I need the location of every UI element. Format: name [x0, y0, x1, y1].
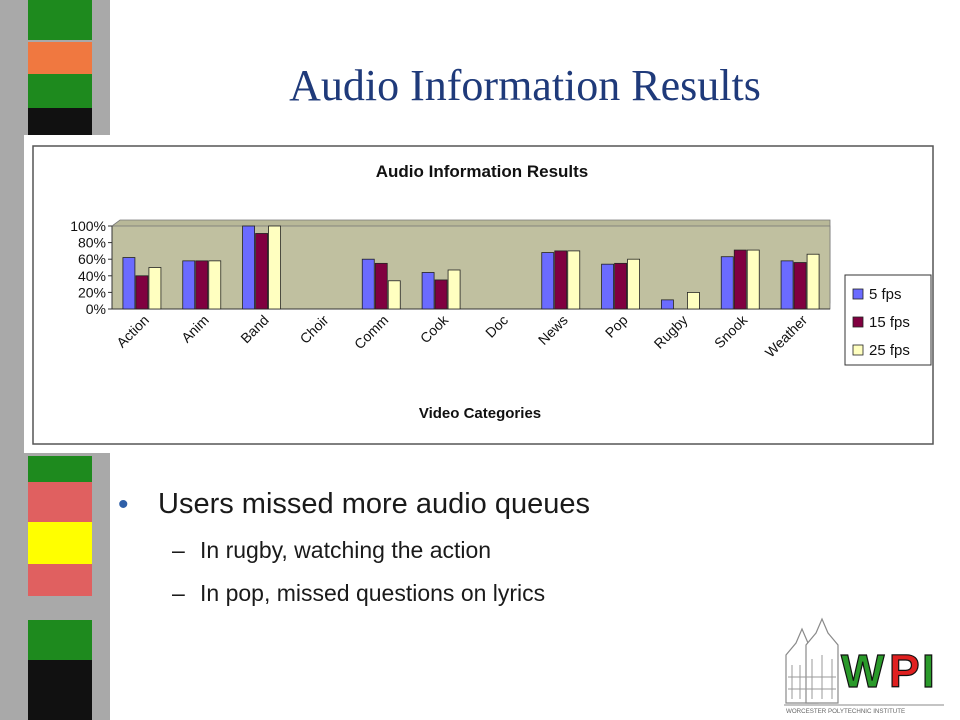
bar: [148, 267, 162, 310]
bar: [387, 280, 401, 310]
bar: [255, 233, 268, 310]
legend-label: 15 fps: [869, 314, 910, 331]
bar: [554, 250, 568, 310]
wpi-logo-graphic: W P I WORCESTER POLYTECHNIC INSTITUTE: [784, 617, 944, 715]
bar: [614, 262, 627, 310]
stripe-block: [28, 456, 92, 482]
bullet-text: Users missed more audio queues: [158, 488, 590, 520]
legend-label: 25 fps: [869, 342, 910, 359]
bar: [601, 263, 614, 310]
sub-bullet-text: In rugby, watching the action: [200, 537, 492, 563]
bar: [627, 258, 640, 310]
sub-bullet-text: In pop, missed questions on lyrics: [200, 580, 546, 606]
chart: Audio Information Results 0% 20% 40% 60% 80%…: [24, 135, 944, 453]
sub-bullet-glyph: –: [172, 580, 185, 606]
bar: [268, 225, 281, 310]
bar: [567, 250, 581, 310]
y-tick-label: 60%: [78, 251, 106, 267]
sub-bullet-item: – In rugby, watching the action: [118, 537, 590, 564]
bar: [793, 262, 807, 310]
stripe-block: [28, 74, 92, 108]
slide-title: Audio Information Results: [289, 61, 761, 110]
stripe-block: [28, 482, 92, 522]
bar: [208, 260, 222, 310]
stripe-block: [28, 0, 92, 40]
x-axis-label: Video Categories: [419, 405, 541, 422]
bullet-glyph: •: [118, 488, 129, 521]
bar: [806, 253, 820, 310]
y-tick-label: 80%: [78, 235, 106, 251]
bar: [122, 257, 136, 310]
bar: [195, 260, 209, 310]
wpi-logo: W P I WORCESTER POLYTECHNIC INSTITUTE: [778, 615, 946, 715]
stripe-block: [28, 108, 92, 138]
stripe-block: [28, 522, 92, 564]
bar: [447, 269, 461, 310]
plot-area: [111, 225, 831, 310]
legend-swatch: [852, 288, 864, 300]
chart-title: Audio Information Results: [376, 162, 589, 181]
bar: [374, 262, 388, 310]
bar: [720, 256, 734, 310]
legend-swatch: [852, 344, 864, 356]
y-tick-label: 40%: [78, 268, 106, 284]
svg-text:I: I: [922, 645, 935, 697]
svg-text:P: P: [889, 645, 920, 697]
bar: [661, 299, 674, 310]
stripe-block: [28, 620, 92, 660]
stripe-block: [28, 42, 92, 74]
svg-text:W: W: [841, 645, 885, 697]
bar: [733, 249, 747, 310]
bar: [746, 249, 760, 310]
bar: [780, 260, 794, 310]
sub-bullet-glyph: –: [172, 537, 185, 563]
bar: [182, 260, 196, 310]
y-tick-label: 20%: [78, 284, 106, 300]
wpi-tagline: WORCESTER POLYTECHNIC INSTITUTE: [786, 708, 905, 715]
stripe-block: [28, 564, 92, 596]
bullet-item: • Users missed more audio queues: [118, 488, 590, 521]
bar: [361, 258, 375, 310]
y-tick-label: 100%: [70, 218, 106, 234]
bullet-list: • Users missed more audio queues – In ru…: [118, 488, 590, 607]
legend-label: 5 fps: [869, 286, 902, 303]
bar: [687, 291, 700, 310]
y-tick-label: 0%: [86, 301, 106, 317]
bar: [541, 252, 555, 310]
bar: [135, 275, 149, 310]
bar: [421, 272, 435, 310]
sub-bullet-item: – In pop, missed questions on lyrics: [118, 580, 590, 607]
stripe-block: [28, 660, 92, 720]
legend-swatch: [852, 316, 864, 328]
bar: [242, 225, 255, 310]
chart-canvas: Audio Information Results 0%20%40%60%80%…: [32, 145, 934, 445]
bar: [434, 279, 448, 310]
